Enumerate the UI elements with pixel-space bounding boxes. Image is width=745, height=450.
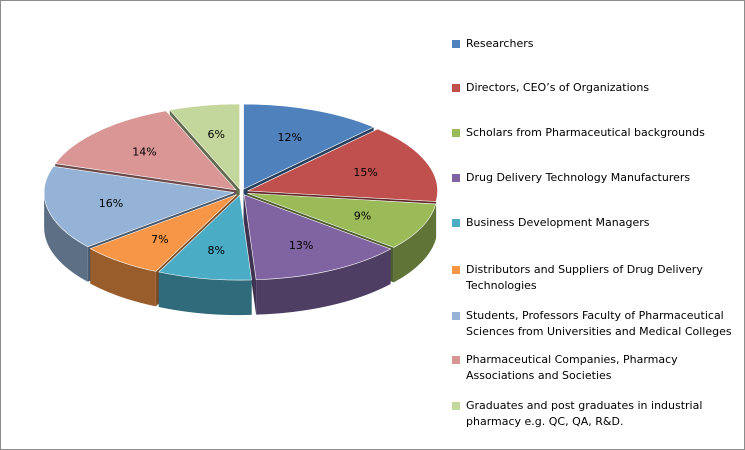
slice-side	[158, 271, 252, 316]
pie-slice	[43, 165, 235, 248]
legend-swatch	[452, 84, 460, 92]
legend-label: Students, Professors Faculty of Pharmace…	[466, 309, 732, 338]
legend-label: Distributors and Suppliers of Drug Deliv…	[466, 263, 703, 292]
pie-slice	[243, 194, 392, 280]
slice-percent-label: 14%	[132, 145, 156, 158]
pie-slice	[169, 103, 240, 190]
slice-percent-label: 12%	[278, 131, 302, 144]
legend-label: Business Development Managers	[466, 216, 650, 229]
pie-chart: 12% 15% 9% 13% 8% 7% 16% 14% 6%	[43, 103, 438, 316]
pie-tops	[43, 103, 438, 281]
slice-side	[44, 192, 88, 282]
pie-slice	[54, 110, 237, 191]
legend-swatch	[452, 219, 460, 227]
slice-percent-label: 16%	[99, 197, 123, 210]
slice-percent-label: 13%	[289, 239, 313, 252]
legend-swatch	[452, 356, 460, 364]
slice-side	[256, 248, 391, 315]
slice-percent-label: 9%	[354, 210, 371, 223]
legend-swatch	[452, 402, 460, 410]
pie-slice	[247, 128, 438, 202]
legend-label: Pharmaceutical Companies, Pharmacy Assoc…	[466, 353, 678, 382]
legend-swatch	[452, 266, 460, 274]
slice-percent-label: 7%	[151, 233, 168, 246]
slice-percent-label: 6%	[207, 128, 224, 141]
legend-label: Graduates and post graduates in industri…	[466, 399, 703, 428]
legend-label: Scholars from Pharmaceutical backgrounds	[466, 126, 705, 139]
slice-percent-label: 8%	[207, 244, 224, 257]
legend-label: Directors, CEO’s of Organizations	[466, 81, 650, 94]
pie-slice	[158, 194, 252, 281]
pie-slice	[247, 192, 437, 248]
legend-swatch	[452, 129, 460, 137]
chart-legend: Researchers Directors, CEO’s of Organizat…	[452, 0, 742, 448]
slice-side	[90, 248, 156, 307]
slice-wall	[244, 194, 257, 315]
legend-label: Researchers	[466, 37, 534, 50]
legend-label: Drug Delivery Technology Manufacturers	[466, 171, 691, 184]
slice-labels: 12% 15% 9% 13% 8% 7% 16% 14% 6%	[99, 128, 378, 257]
slice-percent-label: 15%	[353, 166, 377, 179]
pie-slice	[89, 194, 237, 272]
legend-swatch	[452, 312, 460, 320]
legend-swatch	[452, 174, 460, 182]
legend-swatch	[452, 40, 460, 48]
pie-slice	[243, 103, 375, 190]
